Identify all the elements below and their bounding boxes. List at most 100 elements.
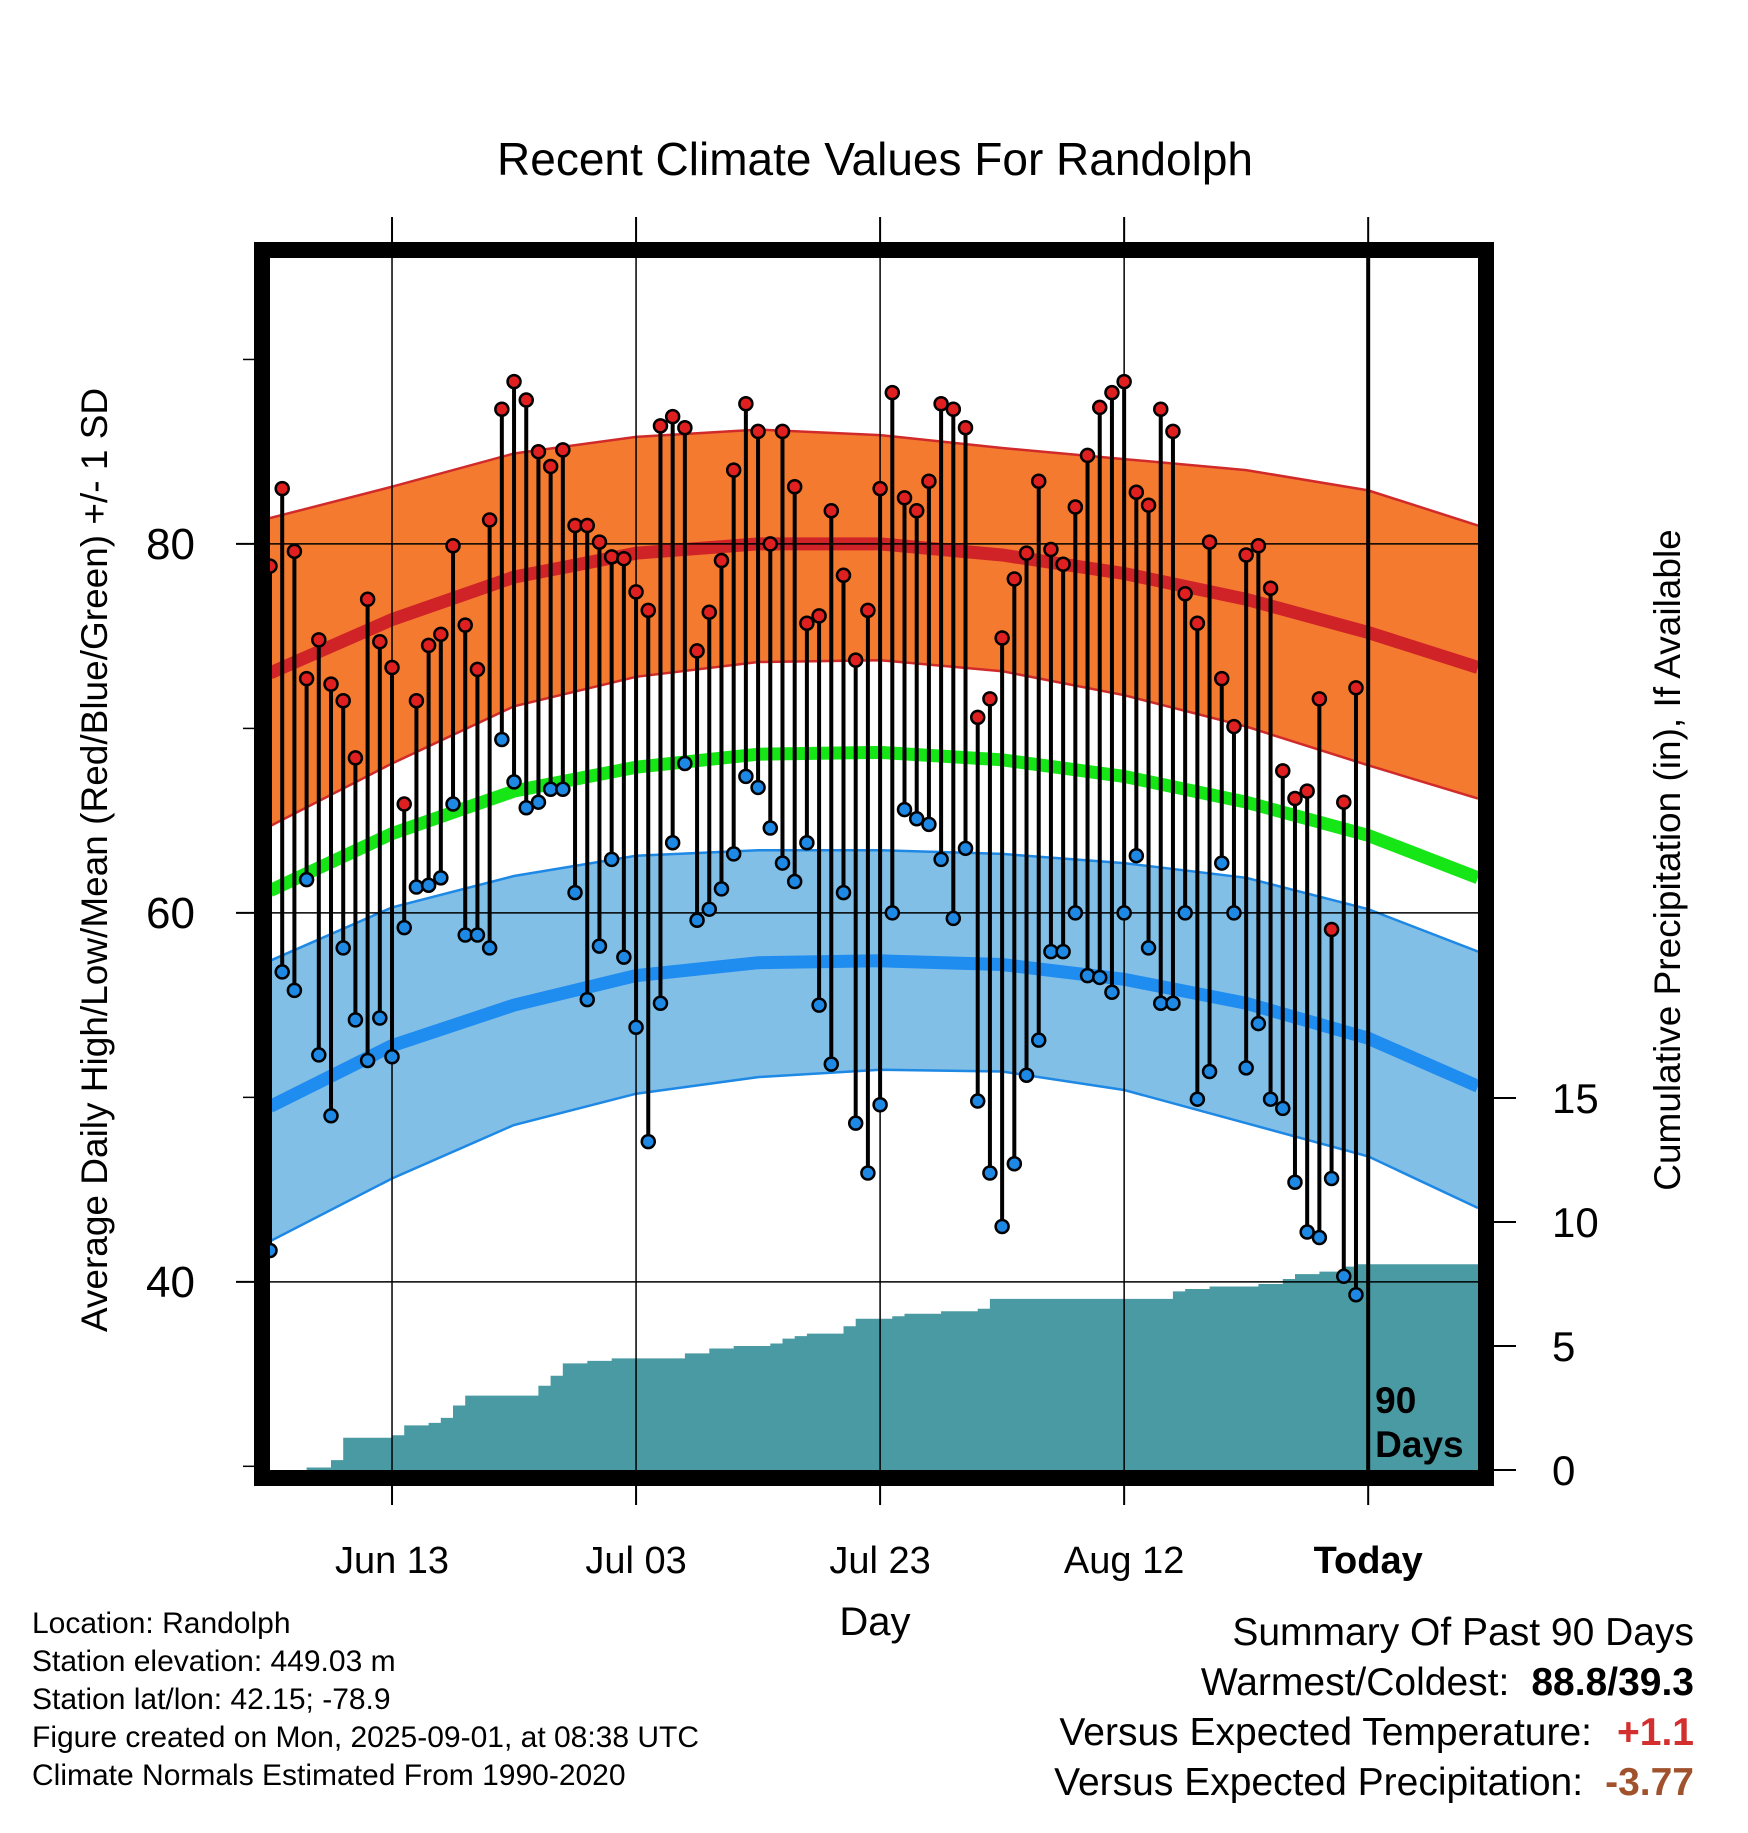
low-point (396, 919, 412, 936)
low-point (384, 1049, 400, 1065)
location-text: Location: Randolph (32, 1607, 291, 1640)
high-point (1006, 571, 1023, 587)
low-point (274, 964, 290, 980)
low-point (1250, 1015, 1267, 1032)
high-point (1201, 534, 1218, 550)
high-point (921, 473, 937, 489)
high-point (823, 502, 840, 519)
low-point (347, 1012, 364, 1028)
high-point (530, 443, 547, 460)
low-point (811, 997, 827, 1013)
low-point (1079, 967, 1096, 984)
high-point (1299, 783, 1315, 799)
high-point (1311, 691, 1328, 707)
high-point (518, 392, 534, 408)
x-tick-label: Today (1314, 1540, 1423, 1582)
low-point (982, 1165, 998, 1181)
y-tick-label: 60 (146, 889, 195, 938)
high-point (384, 659, 400, 676)
low-point (286, 982, 303, 999)
high-point (860, 602, 876, 619)
high-point (457, 617, 473, 633)
high-point (1226, 718, 1242, 735)
x-tick-label: Jul 23 (829, 1540, 930, 1582)
y-axis-label-right: Cumulative Precipitation (in), If Availa… (1647, 529, 1688, 1191)
low-point (518, 799, 534, 816)
low-point (786, 873, 803, 890)
high-point (408, 692, 425, 709)
low-point (445, 796, 461, 812)
high-point (1116, 373, 1132, 390)
high-point (420, 637, 437, 654)
low-point (555, 781, 571, 798)
low-point (311, 1047, 327, 1063)
created-text: Figure created on Mon, 2025-09-01, at 08… (32, 1721, 700, 1754)
high-point (847, 652, 864, 668)
low-point (933, 851, 949, 868)
high-point (335, 692, 351, 709)
x-tick-label: Aug 12 (1064, 1540, 1184, 1582)
low-point (774, 855, 791, 871)
normals-text: Climate Normals Estimated From 1990-2020 (32, 1759, 626, 1792)
warm-cold-value: 88.8/39.3 (1531, 1661, 1694, 1704)
high-point (640, 602, 657, 619)
high-point (1275, 763, 1291, 779)
temp-label: Versus Expected Temperature: (1059, 1711, 1592, 1754)
low-point (1275, 1100, 1291, 1117)
low-point (1201, 1063, 1218, 1080)
low-point (628, 1019, 644, 1036)
high-point (591, 534, 608, 550)
low-point (579, 991, 596, 1008)
high-point (835, 567, 852, 584)
warm-cold-label: Warmest/Coldest: (1200, 1661, 1510, 1704)
low-point (433, 870, 449, 886)
plot-frame (254, 242, 1494, 1486)
low-point (1323, 1170, 1340, 1187)
low-point (1140, 940, 1157, 956)
high-point (311, 632, 327, 648)
low-point (750, 779, 766, 796)
latlon-text: Station lat/lon: 42.15; -78.9 (32, 1683, 391, 1716)
y-axis-label: Average Daily High/Low/Mean (Red/Blue/Gr… (74, 388, 115, 1332)
high-point (555, 442, 571, 458)
low-point (1311, 1229, 1328, 1246)
low-sd-band (270, 850, 1478, 1242)
low-point (359, 1052, 376, 1069)
high-point (1043, 541, 1059, 558)
x-axis-label: Day (839, 1600, 910, 1644)
low-point (1055, 943, 1071, 960)
summary-panel: Summary Of Past 90 Days Warmest/Coldest:… (1054, 1608, 1694, 1808)
low-point (762, 820, 779, 836)
precipitation-area (270, 1264, 1478, 1470)
low-point (1128, 847, 1145, 864)
high-point (445, 538, 461, 554)
high-point (1214, 670, 1230, 687)
y-tick-label: 40 (146, 1258, 195, 1307)
low-point (1018, 1067, 1035, 1083)
high-point (1238, 547, 1254, 563)
low-point (408, 879, 425, 895)
low-point (835, 884, 852, 901)
low-point (1165, 995, 1181, 1012)
low-point (872, 1096, 888, 1113)
low-point (640, 1133, 657, 1150)
high-point (799, 615, 815, 632)
low-point (567, 884, 583, 901)
precip-label: Versus Expected Precipitation: (1054, 1761, 1584, 1804)
low-point (677, 755, 693, 772)
low-point (530, 794, 547, 810)
low-point (713, 881, 730, 897)
high-point (1262, 580, 1279, 596)
low-point (494, 731, 510, 748)
x-tick-label: Jul 03 (585, 1540, 686, 1582)
low-point (469, 927, 486, 943)
high-point (372, 633, 388, 650)
low-point (1177, 905, 1193, 921)
high-point (286, 543, 303, 560)
x-tick-label: Jun 13 (335, 1540, 449, 1582)
high-point (396, 796, 412, 812)
y-tick-label: 80 (146, 520, 195, 569)
high-point (872, 480, 888, 497)
high-point (359, 591, 376, 608)
